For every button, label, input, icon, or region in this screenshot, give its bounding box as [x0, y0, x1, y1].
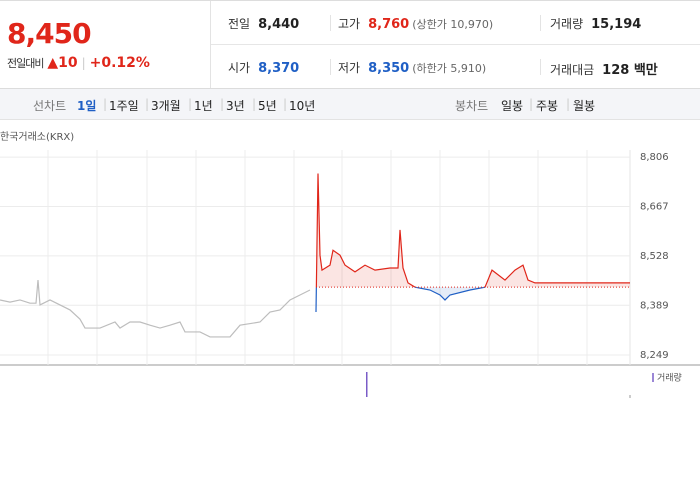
change-pct: +0.12%	[89, 55, 150, 71]
line-chart-label: 선차트	[33, 99, 67, 113]
line-up	[315, 173, 630, 288]
value: 8,440	[258, 17, 300, 32]
value: 15,194	[591, 17, 642, 32]
change-value: 10	[58, 55, 78, 71]
y-tick-label: 8,806	[640, 152, 669, 163]
period-button[interactable]: 3개월	[151, 99, 181, 113]
legend-swatch	[652, 373, 654, 382]
period-button[interactable]: 5년	[258, 99, 277, 113]
volume-legend: 거래량	[657, 372, 682, 384]
area-up	[316, 173, 630, 288]
label: 거래대금	[550, 63, 595, 77]
label: 고가	[338, 17, 361, 31]
y-tick-label: 8,249	[640, 350, 669, 361]
value: 8,370	[258, 61, 300, 76]
candle-chart-label: 봉차트	[455, 99, 489, 113]
change: 전일대비 ▲10 | +0.12%	[7, 55, 150, 71]
chart: 한국거래소(KRX) 거래량 8,806 8,667 8,528 8,389 8,249	[0, 131, 700, 398]
line-down	[315, 287, 486, 313]
volume-bar	[366, 372, 368, 397]
separator: |	[81, 56, 86, 70]
up-arrow: ▲	[47, 55, 59, 71]
period-button[interactable]: 1일	[77, 99, 97, 113]
price-box: 8,450 전일대비 ▲10 | +0.12%	[0, 1, 211, 88]
period-button[interactable]: 3년	[226, 99, 245, 113]
separator: |	[529, 97, 534, 111]
value: 8,760	[368, 17, 410, 32]
separator: |	[220, 97, 225, 111]
y-tick-label: 8,667	[640, 202, 669, 213]
y-tick-label: 8,389	[640, 300, 669, 311]
separator: |	[252, 97, 257, 111]
label: 거래량	[550, 17, 584, 31]
source: 한국거래소(KRX)	[0, 131, 74, 143]
change-label: 전일대비	[7, 57, 44, 70]
period-button[interactable]: 1년	[194, 99, 213, 113]
summary-row: 전일 8,440 고가 8,760 (상한가 10,970) 거래량 15,194	[211, 1, 700, 45]
y-tick-label: 8,528	[640, 251, 669, 262]
summary-row: 시가 8,370 저가 8,350 (하한가 5,910) 거래대금 128 백만	[211, 44, 700, 89]
separator: |	[103, 97, 108, 111]
separator: |	[566, 97, 571, 111]
separator: |	[283, 97, 288, 111]
line	[0, 280, 311, 338]
value: 128 백만	[602, 63, 658, 78]
note: (하한가 5,910)	[412, 62, 487, 75]
period-button[interactable]: 일봉	[501, 99, 524, 113]
period-button[interactable]: 주봉	[536, 99, 559, 113]
period-button[interactable]: 월봉	[573, 99, 596, 113]
period-button[interactable]: 1주일	[109, 99, 139, 113]
label: 저가	[338, 61, 361, 75]
chart-toolbar: 선차트 1일 | 1주일 | 3개월 | 1년 | 3년 | 5년 | 10년 봉차트 일봉 | 주봉 | 월봉	[0, 88, 700, 120]
note: (상한가 10,970)	[412, 18, 494, 31]
separator: |	[145, 97, 150, 111]
period-button[interactable]: 10년	[289, 99, 316, 113]
label: 시가	[228, 61, 251, 75]
area-down	[316, 287, 630, 313]
current-price: 8,450	[7, 17, 92, 50]
separator: |	[188, 97, 193, 111]
value: 8,350	[368, 61, 410, 76]
quote-header: 8,450 전일대비 ▲10 | +0.12% 전일 8,440 고가 8,760 (상한…	[0, 0, 700, 88]
label: 전일	[228, 17, 251, 31]
